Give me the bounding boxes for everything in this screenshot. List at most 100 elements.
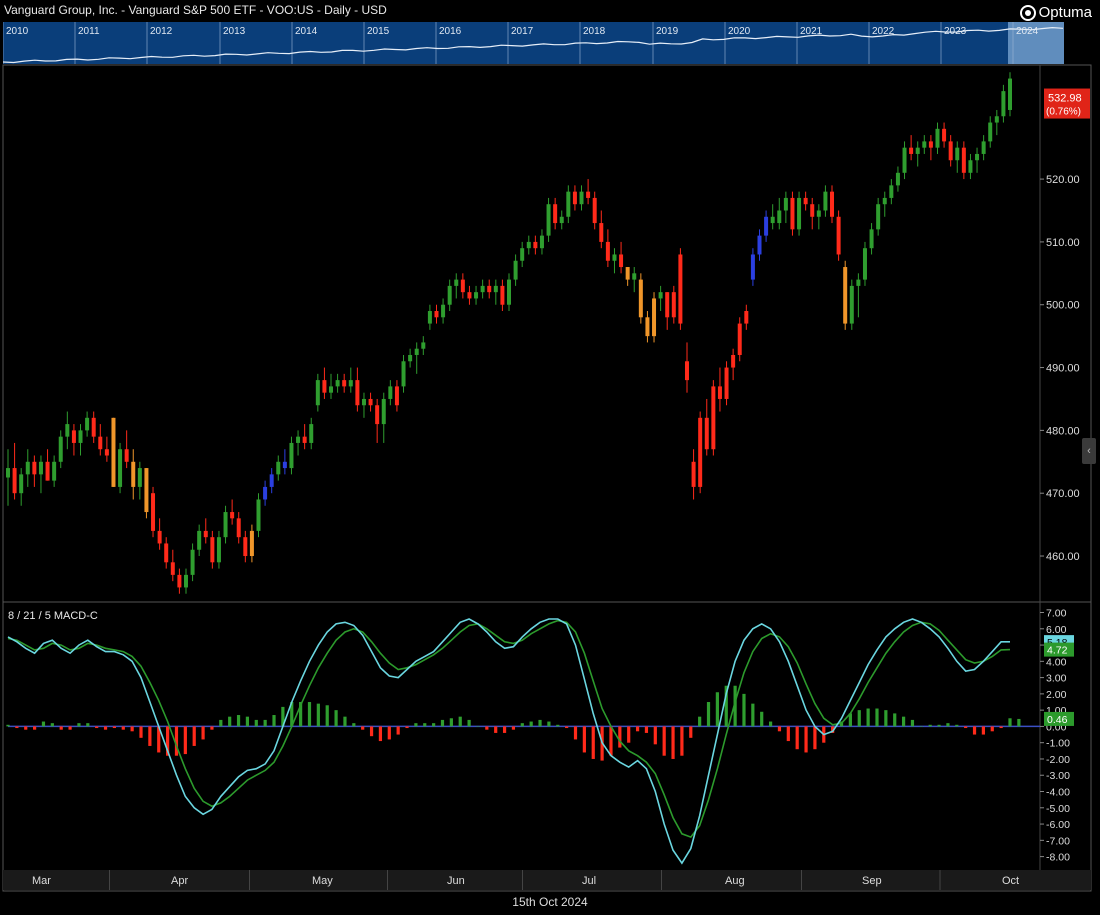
candle-body (757, 235, 762, 255)
candle-body (447, 285, 452, 305)
candle-body (263, 486, 268, 500)
candlestick (190, 543, 195, 582)
candle-body (91, 417, 96, 437)
macd-histogram-bar (644, 726, 649, 733)
panel-collapse-button[interactable]: ‹ (1082, 438, 1096, 464)
macd-histogram-bar (139, 726, 143, 738)
timeline-overview-navigator[interactable]: 2010 2011 2012 2013 2014 2015 2016 2017 2018 2019… (3, 22, 1064, 64)
macd-histogram-bar (166, 726, 170, 756)
macd-histogram-bar (414, 723, 418, 727)
candlestick (216, 530, 221, 569)
candlestick (830, 185, 835, 224)
macd-histogram-bar (937, 724, 941, 727)
candle-body (810, 204, 815, 217)
candlestick (803, 191, 808, 211)
candlestick (737, 317, 742, 362)
candlestick (6, 449, 10, 506)
candlestick (889, 179, 894, 205)
candlestick (78, 424, 83, 456)
candle-body (348, 380, 353, 387)
candle-body (408, 354, 413, 362)
candle-body (612, 254, 617, 261)
macd-axis-label: 3.00 (1046, 673, 1067, 685)
macd-axis-label: -7.00 (1046, 835, 1070, 847)
macd-histogram-bar (245, 716, 250, 727)
macd-histogram-bar (95, 726, 99, 729)
macd-histogram-bar (742, 693, 746, 727)
macd-histogram-bar (361, 726, 365, 730)
candle-body (836, 216, 841, 255)
macd-histogram-bar (999, 726, 1003, 729)
candle-body (717, 386, 722, 399)
candle-body (632, 273, 637, 280)
candlestick (717, 367, 722, 412)
candlestick (309, 417, 314, 450)
candle-body (177, 574, 182, 588)
candle-body (25, 461, 30, 475)
candle-body (592, 197, 597, 224)
candle-body (164, 543, 169, 563)
candle-body (421, 342, 426, 349)
candlestick (85, 411, 90, 437)
macd-axis-label: 7.00 (1046, 608, 1067, 620)
macd-histogram-bar (582, 726, 586, 753)
macd-histogram-bar (174, 726, 179, 756)
candlestick (935, 122, 940, 154)
candle-body (203, 530, 208, 538)
candlestick (289, 436, 294, 475)
candle-body (65, 424, 70, 437)
candlestick (882, 191, 887, 217)
candlestick (302, 424, 307, 450)
candle-body (684, 361, 689, 381)
candlestick (592, 191, 597, 230)
candle-body (394, 386, 399, 406)
candle-body (816, 210, 821, 217)
candle-body (480, 285, 485, 293)
month-label: Jul (582, 875, 596, 887)
macd-histogram-bar (33, 726, 37, 730)
macd-histogram-bar (591, 726, 595, 759)
candle-body (216, 537, 221, 563)
macd-histogram-bar (458, 716, 462, 727)
candlestick (658, 285, 663, 312)
candlestick (441, 298, 446, 324)
month-label: Mar (32, 875, 51, 887)
candlestick (520, 241, 525, 268)
candle-body (52, 461, 57, 481)
candle-body (731, 354, 736, 368)
candle-body (658, 292, 663, 299)
candle-body (329, 386, 334, 393)
candle-body (197, 530, 202, 550)
overview-year-label: 2013 (223, 26, 246, 37)
candle-body (302, 436, 307, 443)
candle-body (183, 574, 188, 588)
macd-histogram-bar (875, 708, 879, 727)
candlestick (12, 442, 17, 500)
candlestick (559, 210, 564, 230)
macd-histogram-bar (254, 719, 258, 727)
candle-body (671, 292, 676, 318)
candle-body (45, 461, 50, 481)
overview-year-label: 2011 (78, 26, 100, 37)
candlestick (71, 424, 76, 456)
candle-body (625, 267, 630, 280)
candle-body (895, 172, 900, 186)
candlestick (764, 210, 769, 242)
candle-body (981, 141, 986, 154)
macd-histogram-bar (210, 726, 214, 730)
month-label: Apr (171, 875, 188, 887)
candlestick (269, 468, 274, 494)
macd-histogram-bar (538, 719, 542, 727)
macd-histogram-bar (573, 726, 578, 740)
macd-axis-label: 6.00 (1046, 624, 1067, 636)
candlestick (236, 512, 241, 544)
candlestick (282, 449, 287, 475)
macd-histogram-bar (609, 726, 613, 756)
optuma-logo: Optuma (1019, 4, 1092, 21)
macd-histogram-bar (467, 719, 471, 727)
candle-body (289, 442, 294, 469)
candle-body (869, 229, 874, 249)
candle-body (507, 279, 511, 305)
macd-axis-label: -8.00 (1046, 852, 1070, 864)
